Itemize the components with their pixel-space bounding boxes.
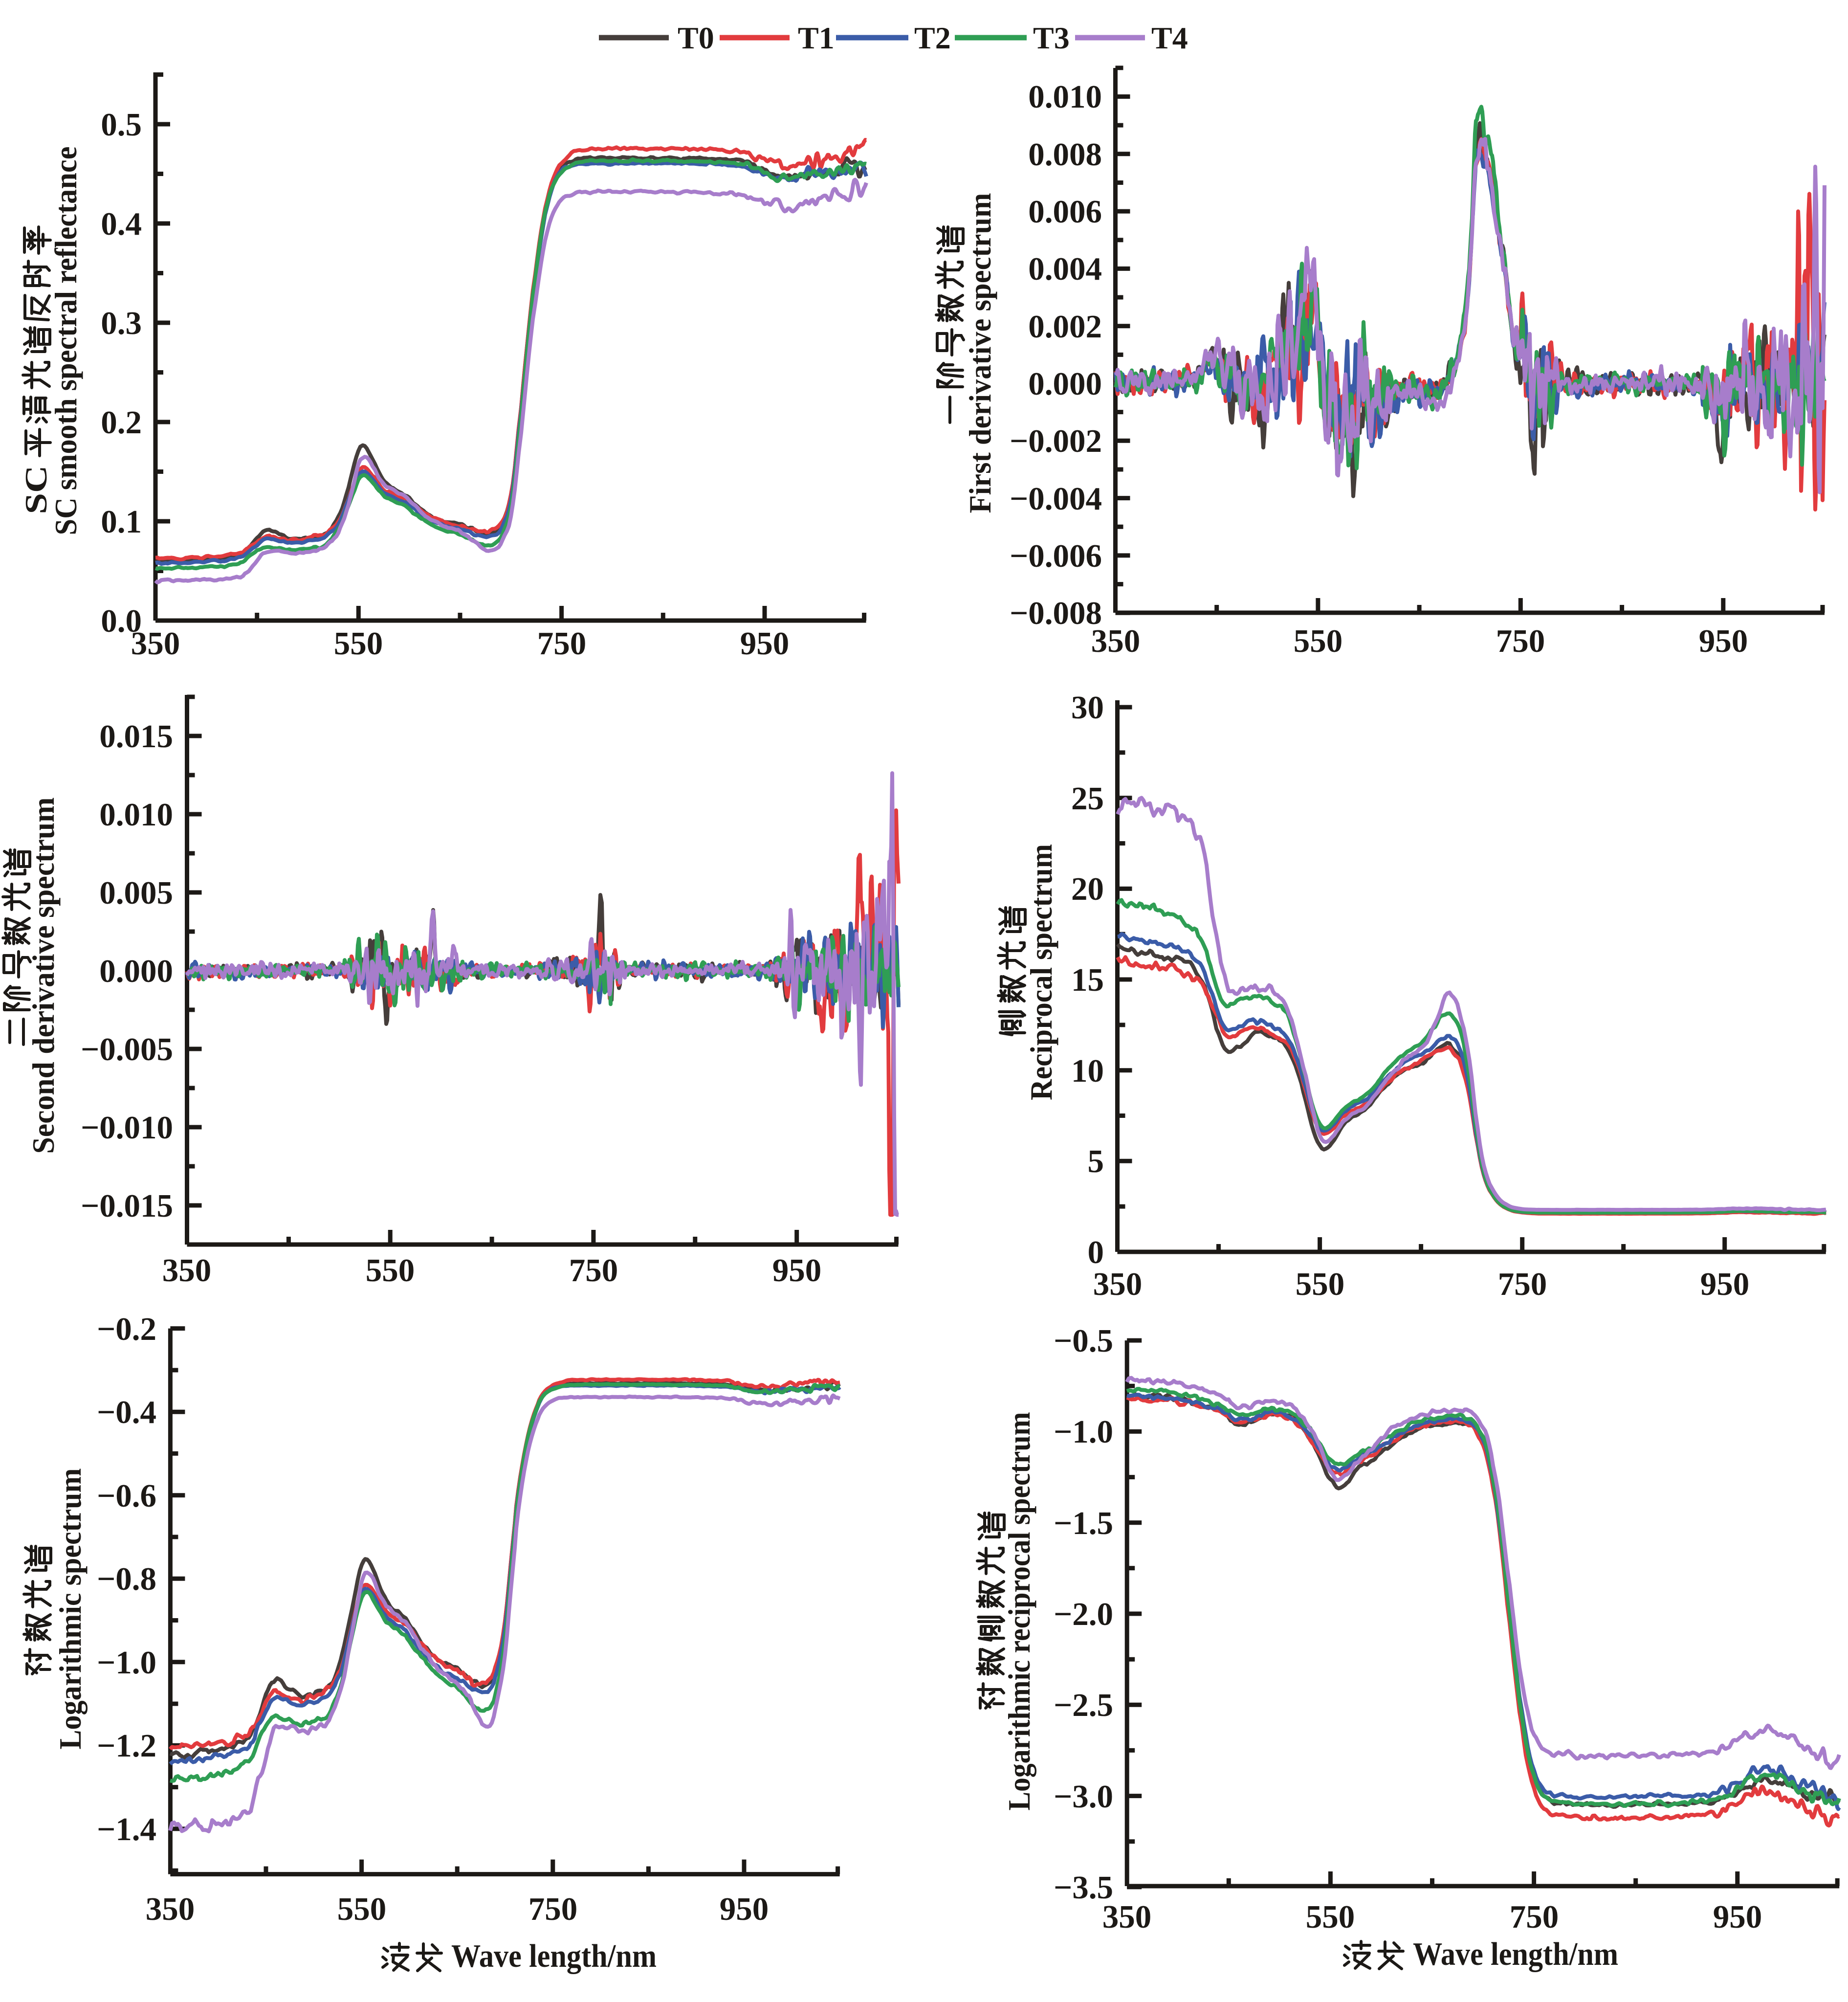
svg-text:0.002: 0.002 (1028, 309, 1102, 345)
svg-text:Wave length/nm: Wave length/nm (451, 1938, 657, 1974)
svg-text:T1: T1 (798, 21, 835, 55)
svg-text:T2: T2 (914, 21, 951, 55)
svg-text:−0.008: −0.008 (1010, 595, 1102, 631)
svg-text:0.005: 0.005 (99, 875, 173, 911)
svg-text:SC smooth spectral reflectance: SC smooth spectral reflectance (48, 147, 83, 535)
svg-text:−0.2: −0.2 (97, 1311, 156, 1347)
svg-text:−0.005: −0.005 (81, 1031, 173, 1068)
svg-text:5: 5 (1088, 1143, 1104, 1179)
svg-text:0.006: 0.006 (1028, 194, 1102, 230)
svg-text:−0.6: −0.6 (97, 1478, 156, 1514)
svg-text:Reciprocal spectrum: Reciprocal spectrum (1024, 844, 1058, 1100)
svg-text:0.1: 0.1 (101, 504, 142, 540)
svg-text:950: 950 (740, 625, 790, 662)
svg-text:Logarithmic spectrum: Logarithmic spectrum (53, 1468, 88, 1750)
svg-text:350: 350 (131, 625, 180, 662)
svg-text:550: 550 (334, 625, 383, 662)
svg-text:750: 750 (569, 1252, 618, 1289)
svg-text:−0.4: −0.4 (97, 1394, 156, 1430)
svg-text:−3.5: −3.5 (1054, 1869, 1113, 1906)
svg-text:350: 350 (1093, 1266, 1143, 1302)
svg-text:550: 550 (1294, 623, 1343, 659)
svg-text:−2.5: −2.5 (1054, 1687, 1113, 1723)
svg-text:−0.006: −0.006 (1010, 538, 1102, 574)
svg-text:0.010: 0.010 (1028, 79, 1102, 115)
svg-text:T3: T3 (1033, 21, 1070, 55)
svg-text:550: 550 (1296, 1266, 1345, 1302)
svg-text:10: 10 (1071, 1053, 1104, 1089)
svg-text:Wave length/nm: Wave length/nm (1413, 1936, 1618, 1972)
svg-text:750: 750 (537, 625, 587, 662)
svg-text:Second derivative spectrum: Second derivative spectrum (26, 798, 61, 1154)
svg-text:−0.002: −0.002 (1010, 423, 1102, 459)
svg-text:T0: T0 (678, 21, 714, 55)
svg-text:30: 30 (1071, 690, 1104, 726)
svg-text:0.4: 0.4 (101, 206, 142, 242)
svg-text:25: 25 (1071, 780, 1104, 817)
svg-text:0.000: 0.000 (1028, 366, 1102, 402)
svg-text:750: 750 (1496, 623, 1545, 659)
svg-text:−0.010: −0.010 (81, 1110, 173, 1146)
svg-text:950: 950 (720, 1891, 769, 1927)
svg-text:−0.8: −0.8 (97, 1561, 156, 1597)
svg-text:750: 750 (1498, 1266, 1547, 1302)
svg-text:750: 750 (528, 1891, 578, 1927)
svg-text:−0.004: −0.004 (1010, 481, 1102, 517)
svg-text:550: 550 (1306, 1899, 1355, 1935)
svg-text:−1.4: −1.4 (97, 1811, 156, 1847)
svg-text:950: 950 (772, 1252, 822, 1289)
svg-text:950: 950 (1700, 1266, 1750, 1302)
svg-text:−1.0: −1.0 (97, 1645, 156, 1681)
svg-text:15: 15 (1071, 962, 1104, 998)
svg-text:350: 350 (146, 1891, 195, 1927)
svg-text:0.0: 0.0 (101, 603, 142, 639)
svg-text:SC: SC (19, 466, 53, 514)
svg-text:950: 950 (1713, 1899, 1762, 1935)
svg-text:0: 0 (1088, 1234, 1104, 1270)
svg-text:Logarithmic reciprocal spectru: Logarithmic reciprocal spectrum (1002, 1412, 1036, 1811)
svg-text:−1.0: −1.0 (1054, 1414, 1113, 1450)
svg-text:0.000: 0.000 (99, 953, 173, 989)
svg-text:20: 20 (1071, 871, 1104, 907)
svg-text:550: 550 (337, 1891, 387, 1927)
svg-text:First derivative spectrum: First derivative spectrum (963, 193, 997, 513)
svg-text:T4: T4 (1151, 21, 1188, 55)
svg-text:−0.015: −0.015 (81, 1188, 173, 1224)
svg-text:550: 550 (366, 1252, 415, 1289)
svg-text:0.3: 0.3 (101, 305, 142, 341)
svg-text:−1.5: −1.5 (1054, 1505, 1113, 1541)
svg-text:0.2: 0.2 (101, 404, 142, 441)
svg-text:0.004: 0.004 (1028, 251, 1102, 287)
svg-text:−3.0: −3.0 (1054, 1779, 1113, 1815)
svg-text:0.008: 0.008 (1028, 136, 1102, 173)
svg-text:350: 350 (1091, 623, 1141, 659)
svg-text:0.015: 0.015 (99, 718, 173, 755)
svg-text:−0.5: −0.5 (1054, 1323, 1113, 1359)
svg-text:750: 750 (1510, 1899, 1559, 1935)
svg-text:350: 350 (1102, 1899, 1152, 1935)
svg-text:0.010: 0.010 (99, 797, 173, 833)
svg-text:0.5: 0.5 (101, 107, 142, 143)
svg-text:−1.2: −1.2 (97, 1728, 156, 1764)
svg-text:350: 350 (162, 1252, 212, 1289)
svg-text:−2.0: −2.0 (1054, 1596, 1113, 1632)
svg-text:950: 950 (1699, 623, 1748, 659)
